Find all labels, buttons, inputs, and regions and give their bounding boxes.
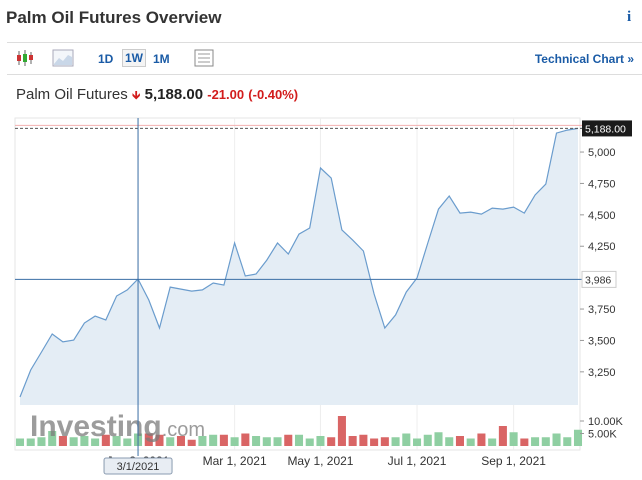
volume-bar: [58, 436, 67, 446]
price-line: [19, 127, 579, 398]
volume-bar: [91, 438, 100, 446]
volume-bar: [348, 436, 357, 446]
range-button[interactable]: 1M: [153, 52, 170, 66]
plot-frame: [14, 117, 581, 451]
volume-bar: [402, 433, 411, 446]
volume-bar: [241, 433, 250, 446]
volume-bar: [230, 437, 239, 446]
volume-bar: [337, 416, 346, 446]
toolbar: 1D 1W 1M Technical Chart »: [7, 42, 642, 75]
y-tick-label: 4,500: [588, 210, 616, 222]
volume-bar: [166, 437, 175, 446]
crosshair-value-box: [581, 270, 617, 288]
volume-bar: [520, 438, 529, 446]
volume-bar: [37, 437, 46, 446]
quote-change: -21.00: [207, 87, 245, 102]
volume-bar: [327, 437, 336, 446]
y-tick-label: 4,250: [588, 241, 616, 253]
volume-tick-label: 10.00K: [588, 416, 624, 428]
volume-bar: [26, 438, 35, 446]
x-tick-label: Mar 1, 2021: [203, 454, 267, 468]
volume-bar: [198, 436, 207, 446]
volume-bar: [380, 437, 389, 446]
volume-bar: [209, 434, 218, 446]
info-button[interactable]: i: [627, 9, 632, 25]
volume-bar: [144, 433, 153, 446]
x-tick-label: Jul 1, 2021: [388, 454, 447, 468]
volume-bar: [284, 434, 293, 446]
range-button[interactable]: 1W: [122, 49, 146, 67]
y-tick-label: 3,750: [588, 304, 616, 316]
volume-bar: [219, 434, 228, 446]
volume-bar: [15, 438, 25, 446]
volume-bar: [531, 437, 540, 446]
volume-bar: [155, 434, 164, 446]
watermark-suffix: .com: [162, 419, 205, 441]
crosshair-value: 3,986: [585, 274, 611, 286]
table-icon[interactable]: [194, 49, 214, 67]
x-tick-label: May 1, 2021: [287, 454, 353, 468]
volume-bar: [123, 438, 132, 446]
volume-bar: [187, 439, 196, 446]
volume-bar: [316, 436, 325, 446]
volume-bar: [563, 437, 572, 446]
technical-chart-link[interactable]: Technical Chart »: [534, 52, 634, 66]
volume-bar: [445, 437, 454, 446]
volume-bar: [69, 437, 78, 446]
volume-bar: [498, 426, 507, 446]
y-tick-label: 4,750: [588, 178, 616, 190]
volume-bar: [423, 434, 432, 446]
watermark-brand: Investing: [30, 410, 162, 443]
y-tick-label: 3,500: [588, 335, 616, 347]
y-tick-label: 3,250: [588, 367, 616, 379]
quote: Palm Oil Futures 🡻 5,188.00 -21.00 (-0.4…: [16, 86, 298, 107]
volume-bar: [413, 438, 422, 446]
area-icon[interactable]: [52, 49, 74, 67]
volume-bar: [176, 436, 185, 446]
down-arrow: 🡻: [131, 88, 141, 102]
volume-bar: [573, 429, 583, 446]
volume-bar: [370, 438, 379, 446]
volume-bar: [294, 434, 304, 446]
volume-bar: [359, 434, 368, 446]
quote-name: Palm Oil Futures: [16, 86, 128, 103]
volume-bar: [273, 437, 282, 446]
volume-bar: [455, 436, 464, 446]
volume-bar: [112, 436, 121, 446]
range-button[interactable]: 1D: [98, 52, 114, 66]
volume-bar: [466, 438, 475, 446]
y-tick-label: 5,000: [588, 147, 616, 159]
candle-icon[interactable]: [15, 49, 35, 67]
volume-bar: [80, 436, 89, 446]
x-tick-label: Sep 1, 2021: [481, 454, 546, 468]
volume-bar: [101, 434, 110, 446]
volume-bar: [509, 432, 518, 446]
volume-bar: [552, 433, 561, 446]
crosshair-date-box: [103, 457, 173, 475]
volume-bar: [391, 437, 400, 446]
title: Palm Oil Futures Overview: [6, 8, 222, 27]
volume-bar: [477, 433, 486, 446]
last-price-label: 5,188.00: [585, 123, 626, 135]
area: [20, 128, 578, 405]
volume-bar: [252, 436, 261, 446]
volume-bar: [434, 432, 443, 446]
quote-price: 5,188.00: [144, 86, 204, 103]
volume-tick-label: 5.00K: [588, 429, 617, 441]
volume-bar: [305, 438, 314, 446]
watermark: Investing.com: [30, 410, 205, 443]
volume-bar: [262, 437, 271, 446]
quote-change-pct: (-0.40%): [248, 87, 299, 102]
volume-bar: [541, 437, 550, 446]
volume-bar: [488, 438, 497, 446]
last-price-box: [582, 120, 632, 137]
volume-bar: [48, 431, 57, 446]
crosshair-date: 3/1/2021: [117, 461, 160, 473]
